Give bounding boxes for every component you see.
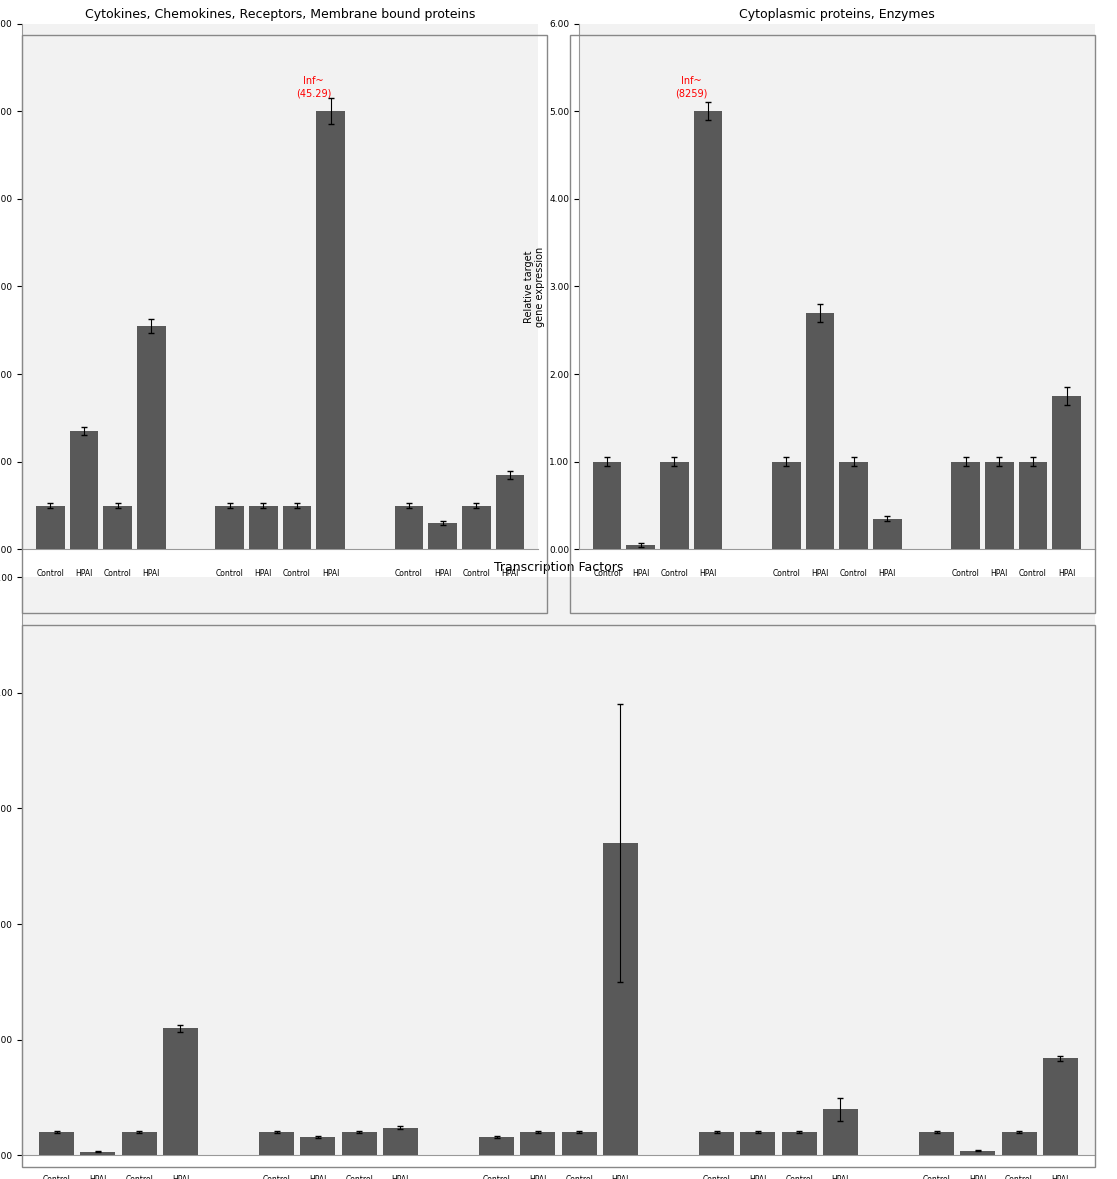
Bar [1002, 1132, 1037, 1155]
Bar [216, 506, 244, 549]
Text: Inf~
(45.29): Inf~ (45.29) [296, 77, 332, 98]
Text: Inf~
(8259): Inf~ (8259) [675, 77, 707, 98]
Bar [1052, 396, 1081, 549]
Bar [823, 1109, 858, 1155]
Bar [122, 1132, 156, 1155]
Bar [103, 506, 132, 549]
Bar [699, 1132, 734, 1155]
Bar [394, 506, 423, 549]
Bar [80, 1152, 115, 1155]
Title: Cytokines, Chemokines, Receptors, Membrane bound proteins: Cytokines, Chemokines, Receptors, Membra… [85, 8, 476, 21]
Title: Cytoplasmic proteins, Enzymes: Cytoplasmic proteins, Enzymes [739, 8, 935, 21]
Text: FKBP5: FKBP5 [638, 618, 677, 631]
Text: CCL4: CCL4 [85, 618, 117, 631]
Bar [259, 1132, 294, 1155]
Bar [562, 1132, 596, 1155]
Bar [919, 1132, 954, 1155]
Bar [873, 519, 901, 549]
Bar [163, 1028, 198, 1155]
Bar [985, 462, 1014, 549]
Bar [283, 506, 312, 549]
Bar [496, 475, 524, 549]
Bar [316, 111, 345, 549]
Bar [1019, 462, 1048, 549]
Bar [462, 506, 490, 549]
Bar [839, 462, 868, 549]
Bar [694, 111, 723, 549]
Text: IFHM5: IFHM5 [440, 618, 479, 631]
Bar [952, 462, 980, 549]
Y-axis label: Relative target
gene expression: Relative target gene expression [524, 246, 545, 327]
Text: PDLIM3: PDLIM3 [813, 618, 860, 631]
Bar [961, 1151, 995, 1155]
Bar [521, 1132, 555, 1155]
Bar [36, 506, 65, 549]
Text: SOCS1: SOCS1 [995, 618, 1038, 631]
Bar [342, 1132, 376, 1155]
Bar [627, 545, 655, 549]
Bar [782, 1132, 817, 1155]
Bar [660, 462, 689, 549]
Bar [479, 1137, 514, 1155]
Title: Transcription Factors: Transcription Factors [494, 561, 623, 574]
Bar [805, 312, 834, 549]
Bar [300, 1137, 335, 1155]
Bar [741, 1132, 775, 1155]
Text: CCL19: CCL19 [260, 618, 300, 631]
Bar [428, 523, 457, 549]
Bar [603, 843, 638, 1155]
Bar [772, 462, 801, 549]
Bar [593, 462, 621, 549]
Bar [1043, 1059, 1078, 1155]
Bar [249, 506, 278, 549]
Bar [69, 432, 98, 549]
Bar [137, 325, 165, 549]
Bar [39, 1132, 74, 1155]
Bar [383, 1127, 418, 1155]
